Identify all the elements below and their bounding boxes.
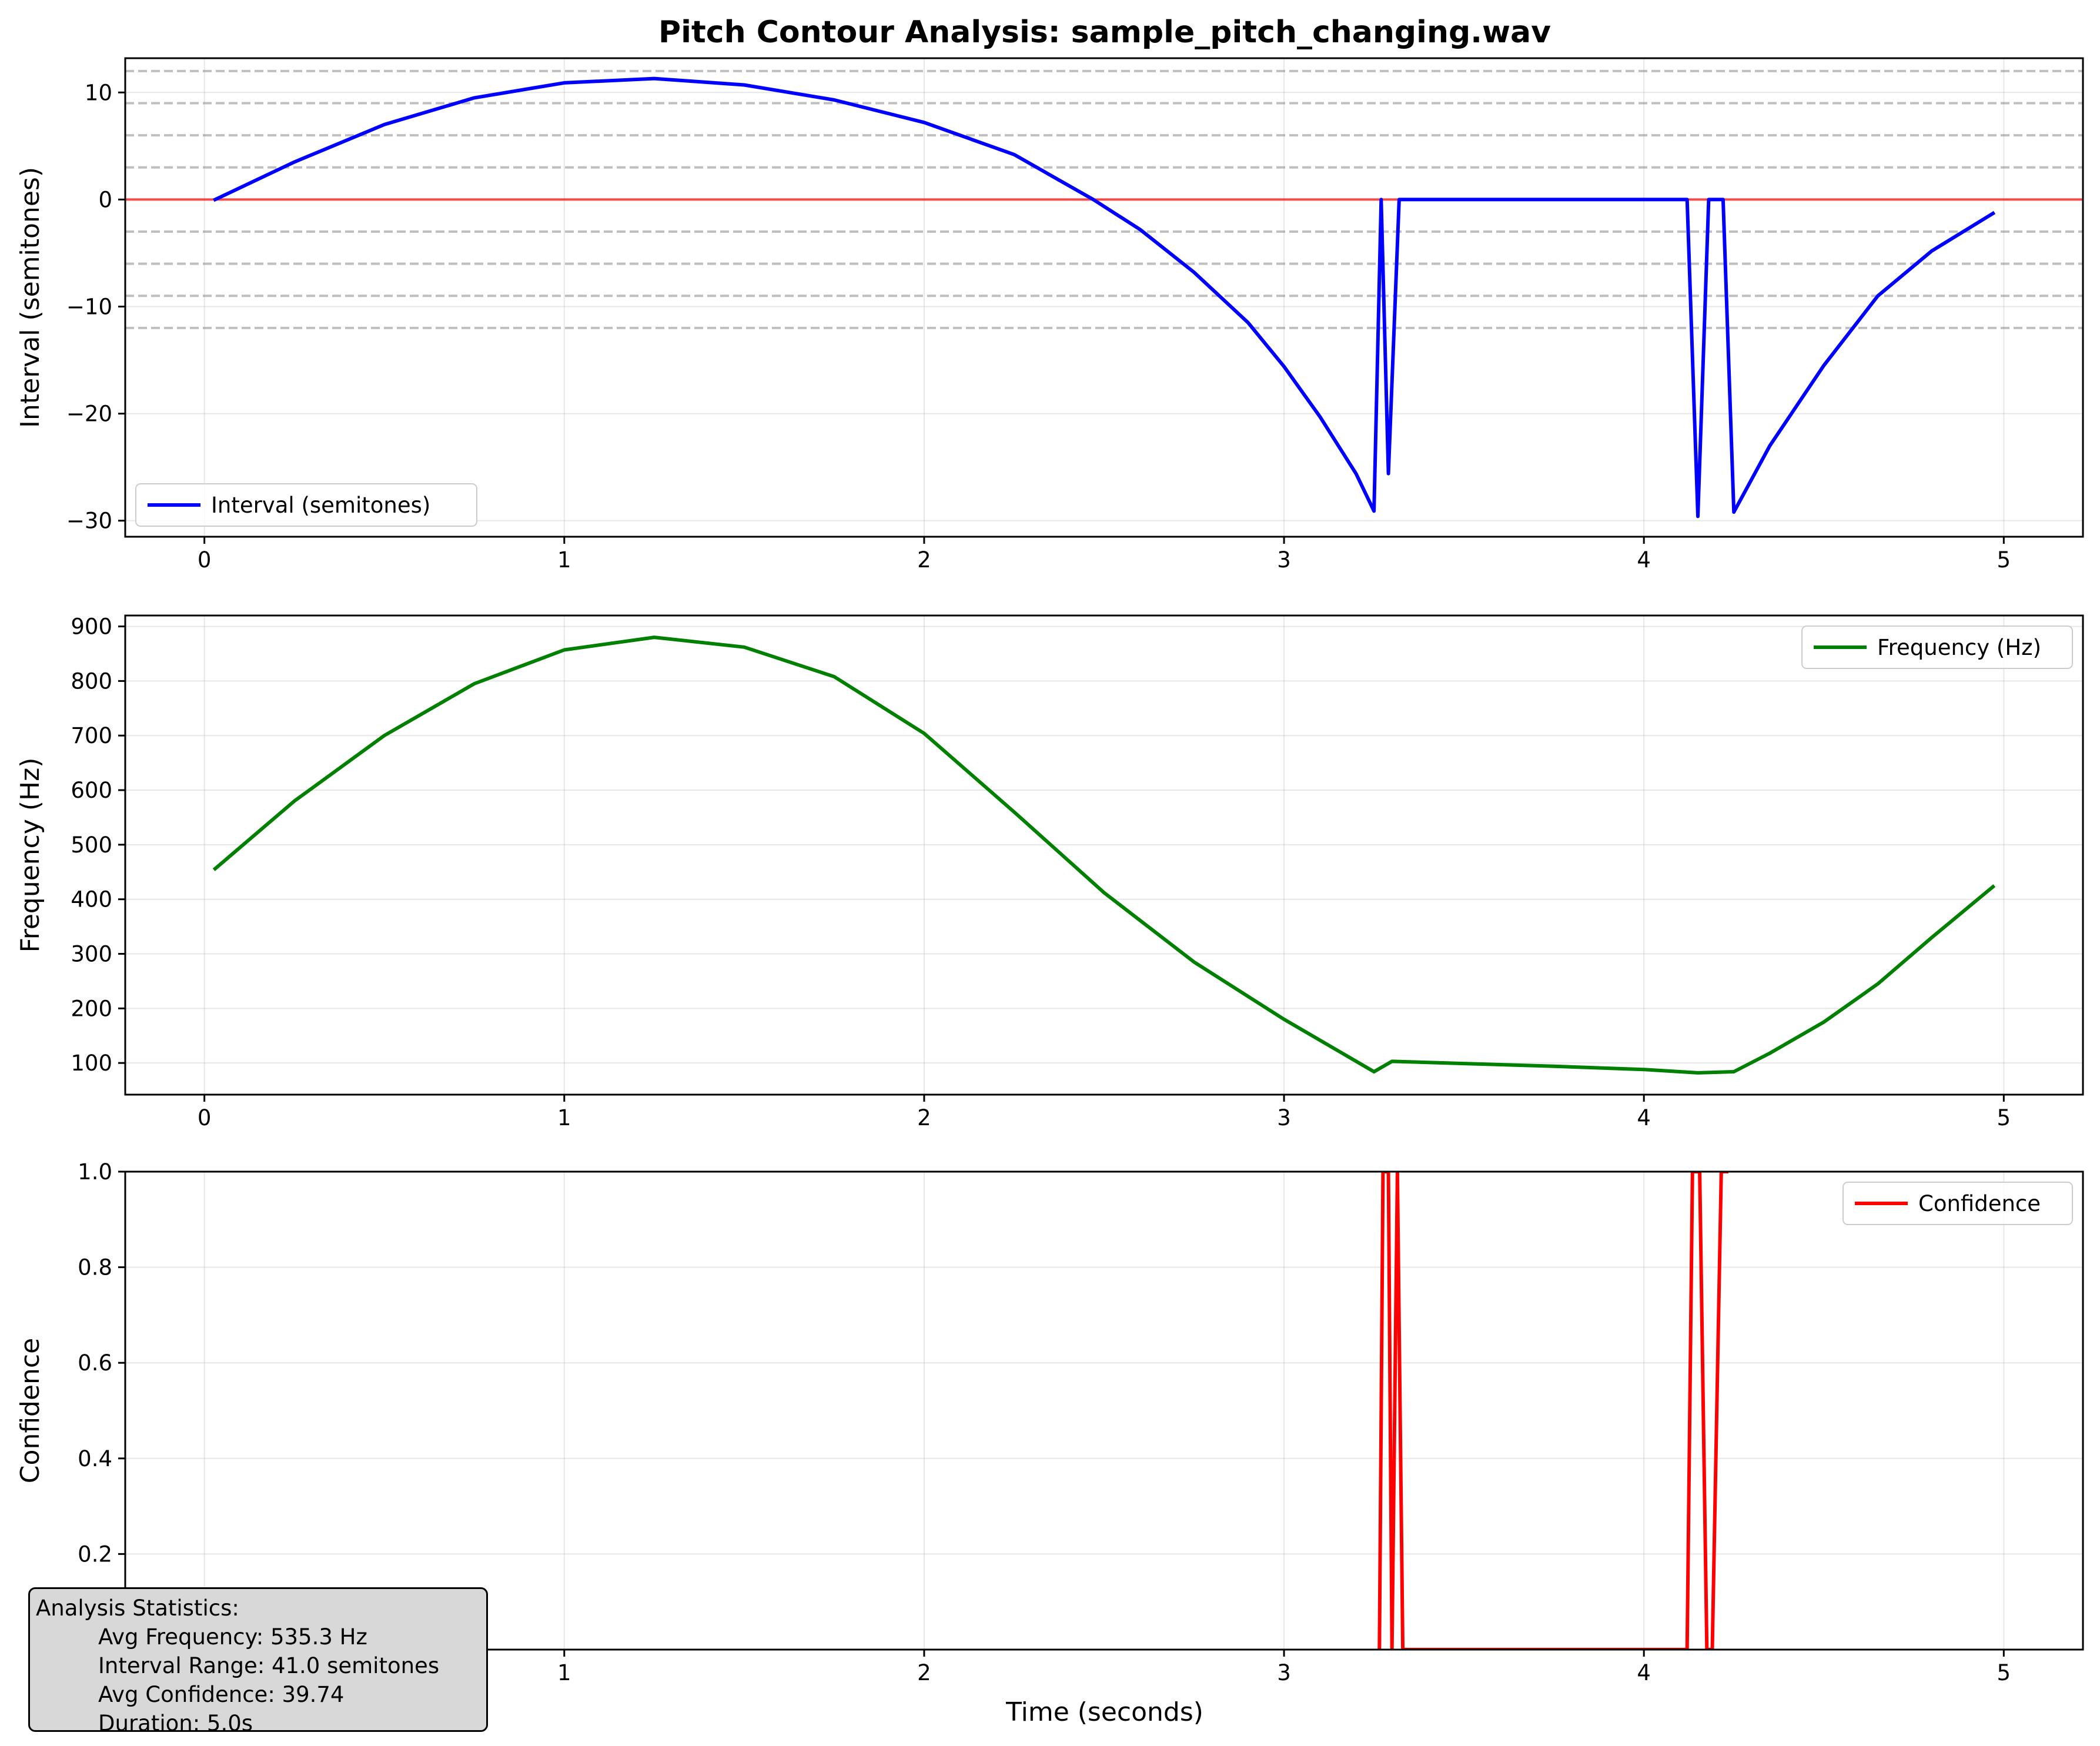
series-line-confidence xyxy=(1377,1172,1728,1650)
x-tick-label: 3 xyxy=(1277,1660,1291,1685)
legend-box xyxy=(1801,626,2073,669)
chart-panel-3: 0123450.00.20.40.60.81.0ConfidenceConfid… xyxy=(15,1159,2084,1685)
legend-label: Interval (semitones) xyxy=(211,493,430,518)
y-axis-label: Interval (semitones) xyxy=(15,167,45,428)
legend: Interval (semitones) xyxy=(135,483,477,527)
y-tick-label: 0 xyxy=(98,187,112,212)
chart-data-layer xyxy=(1377,1172,1728,1650)
y-tick-label: 100 xyxy=(71,1051,112,1076)
legend-label: Frequency (Hz) xyxy=(1877,635,2041,660)
x-axis-label: Time (seconds) xyxy=(1005,1697,1203,1727)
y-tick-label: 0.8 xyxy=(78,1255,112,1280)
y-tick-label: 500 xyxy=(71,832,112,858)
y-tick-label: 10 xyxy=(85,80,112,105)
y-axis-label: Frequency (Hz) xyxy=(15,758,45,953)
y-tick-label: 900 xyxy=(71,614,112,640)
series-line-interval-semitones xyxy=(213,76,1996,519)
x-tick-label: 5 xyxy=(1997,1660,2011,1685)
x-tick-label: 0 xyxy=(198,547,212,573)
legend-box xyxy=(1842,1182,2073,1225)
legend-label: Confidence xyxy=(1918,1191,2041,1216)
y-tick-label: 0.2 xyxy=(78,1541,112,1567)
y-tick-label: −30 xyxy=(66,509,112,534)
x-tick-label: 1 xyxy=(557,1660,571,1685)
x-tick-label: 4 xyxy=(1637,1660,1651,1685)
x-tick-label: 4 xyxy=(1637,1105,1651,1130)
stats-avg-confidence: Avg Confidence: 39.74 xyxy=(98,1682,345,1707)
legend: Confidence xyxy=(1842,1182,2073,1225)
y-tick-label: 1.0 xyxy=(78,1159,112,1185)
y-tick-label: 200 xyxy=(71,996,112,1021)
x-tick-label: 0 xyxy=(198,1105,212,1130)
stats-avg-frequency: Avg Frequency: 535.3 Hz xyxy=(98,1624,367,1650)
x-tick-label: 1 xyxy=(557,1105,571,1130)
stats-heading: Analysis Statistics: xyxy=(36,1596,239,1621)
x-tick-label: 3 xyxy=(1277,1105,1291,1130)
x-tick-label: 5 xyxy=(1997,1105,2011,1130)
y-tick-label: −20 xyxy=(66,402,112,427)
x-tick-label: 2 xyxy=(917,1105,931,1130)
x-tick-label: 2 xyxy=(917,1660,931,1685)
stats-interval-range: Interval Range: 41.0 semitones xyxy=(98,1653,440,1678)
y-axis-label: Confidence xyxy=(15,1338,45,1483)
legend: Frequency (Hz) xyxy=(1801,626,2073,669)
x-tick-label: 2 xyxy=(917,547,931,573)
y-tick-label: −10 xyxy=(66,294,112,319)
y-tick-label: 0.6 xyxy=(78,1350,112,1376)
x-tick-label: 4 xyxy=(1637,547,1651,573)
chart-data-layer xyxy=(125,69,2083,519)
y-tick-label: 0.4 xyxy=(78,1446,112,1471)
x-tick-label: 5 xyxy=(1997,547,2011,573)
axes-frame xyxy=(124,57,2084,538)
series-line-frequency-hz xyxy=(212,635,1996,1075)
axes-frame xyxy=(124,614,2084,1096)
x-tick-label: 1 xyxy=(557,547,571,573)
figure-title: Pitch Contour Analysis: sample_pitch_cha… xyxy=(658,15,1551,50)
y-tick-label: 800 xyxy=(71,668,112,694)
y-tick-label: 700 xyxy=(71,723,112,748)
chart-panel-1: 0 1 2 3 4 5 −30 −20 −10 0 10 Interval (semitones) In… xyxy=(15,57,2084,573)
y-tick-label: 300 xyxy=(71,942,112,967)
legend-box xyxy=(135,483,477,527)
analysis-statistics-box: Analysis Statistics: Avg Frequency: 535.… xyxy=(28,1587,488,1736)
stats-duration: Duration: 5.0s xyxy=(98,1711,253,1736)
axes-frame xyxy=(124,1170,2084,1651)
x-tick-label: 3 xyxy=(1277,547,1291,573)
y-tick-label: 600 xyxy=(71,778,112,803)
chart-data-layer xyxy=(212,635,1996,1075)
chart-panel-2: 0 1 2 3 4 5 100 200 300 400 500 600 700 800 900 Frequen… xyxy=(15,614,2084,1130)
y-tick-label: 400 xyxy=(71,887,112,912)
